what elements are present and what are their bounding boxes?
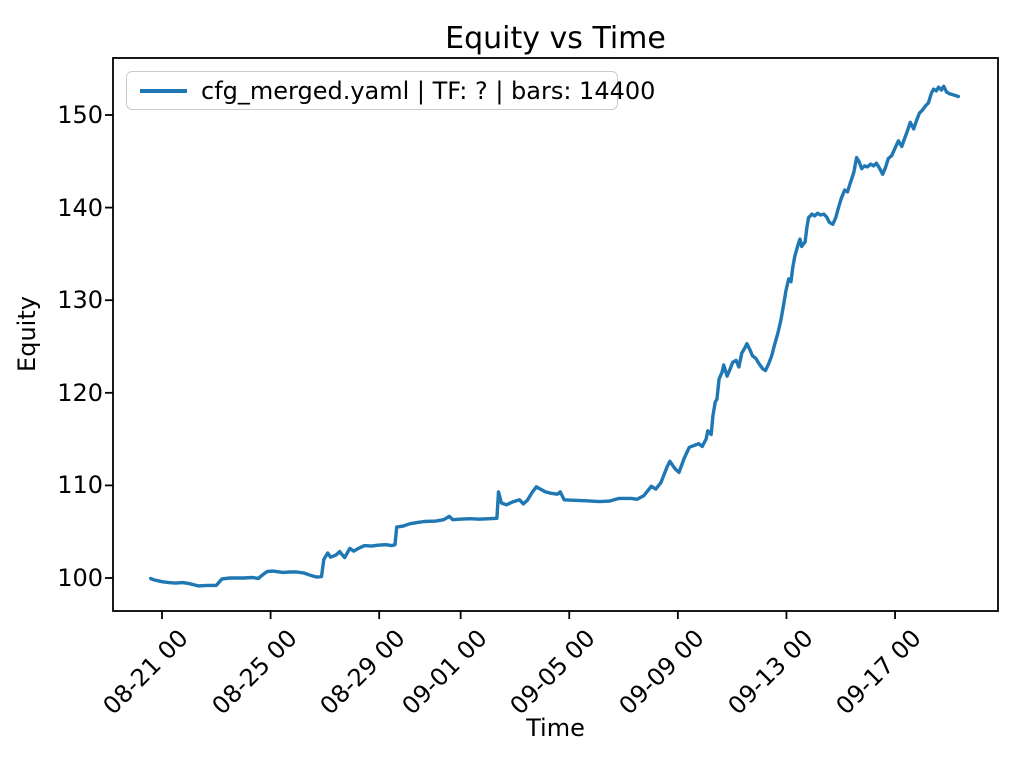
- y-tick-label: 140: [57, 193, 103, 222]
- y-tick-label: 100: [57, 564, 103, 592]
- x-axis-label: Time: [526, 714, 585, 742]
- y-tick-label: 110: [57, 471, 103, 500]
- y-tick-label: 120: [57, 378, 103, 407]
- tick-marks: [105, 114, 896, 619]
- plot-area: [112, 57, 999, 612]
- legend-line-sample-icon: [140, 88, 187, 93]
- legend: cfg_merged.yaml | TF: ? | bars: 14400: [126, 71, 655, 110]
- y-tick-label: 150: [57, 101, 103, 129]
- y-tick-label: 130: [57, 286, 103, 315]
- equity-line: [148, 84, 961, 588]
- chart-title: Equity vs Time: [445, 21, 666, 56]
- legend-entry-label: cfg_merged.yaml | TF: ? | bars: 14400: [201, 76, 656, 105]
